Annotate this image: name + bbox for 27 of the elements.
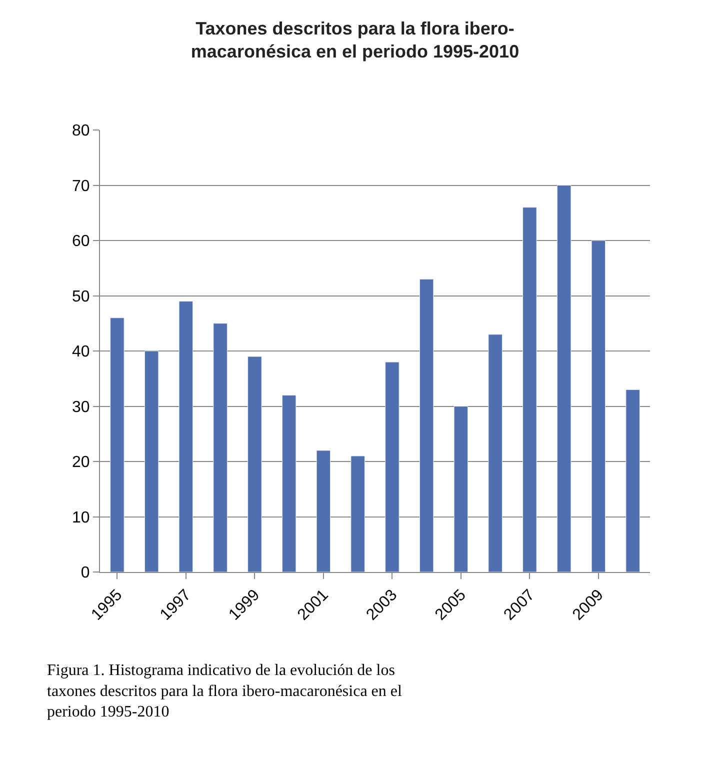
bar — [591, 240, 606, 572]
y-tick-label: 80 — [72, 122, 90, 140]
y-tick-label: 30 — [72, 398, 90, 416]
bar — [110, 318, 124, 572]
y-tick-label: 20 — [72, 454, 90, 472]
y-tick-label: 50 — [72, 288, 90, 306]
bar — [178, 301, 194, 572]
y-tick-label: 40 — [72, 344, 90, 361]
y-tick-label: 10 — [72, 509, 90, 526]
bar — [419, 278, 434, 572]
bar — [248, 356, 262, 572]
bar — [626, 389, 640, 572]
bar — [488, 334, 502, 572]
bar — [144, 350, 159, 572]
bar — [316, 450, 331, 572]
bar — [213, 323, 228, 572]
bar — [454, 406, 468, 572]
bar — [350, 456, 365, 572]
y-tick-label: 60 — [72, 233, 90, 250]
bar — [282, 394, 296, 572]
bar — [556, 185, 572, 572]
bar — [522, 207, 537, 572]
text: Figura 1. Histograma indicativo de la evolución de los taxones descritos para la flora ibero-macaronésica en el periodo 1995-2010 — [47, 662, 402, 721]
y-tick-label: 0 — [80, 564, 90, 582]
y-tick-label: 70 — [72, 178, 90, 195]
chart-title: Taxones descritos para la flora ibero- macaronésica en el periodo 1995-2010 — [190, 18, 520, 62]
bar — [385, 362, 400, 572]
